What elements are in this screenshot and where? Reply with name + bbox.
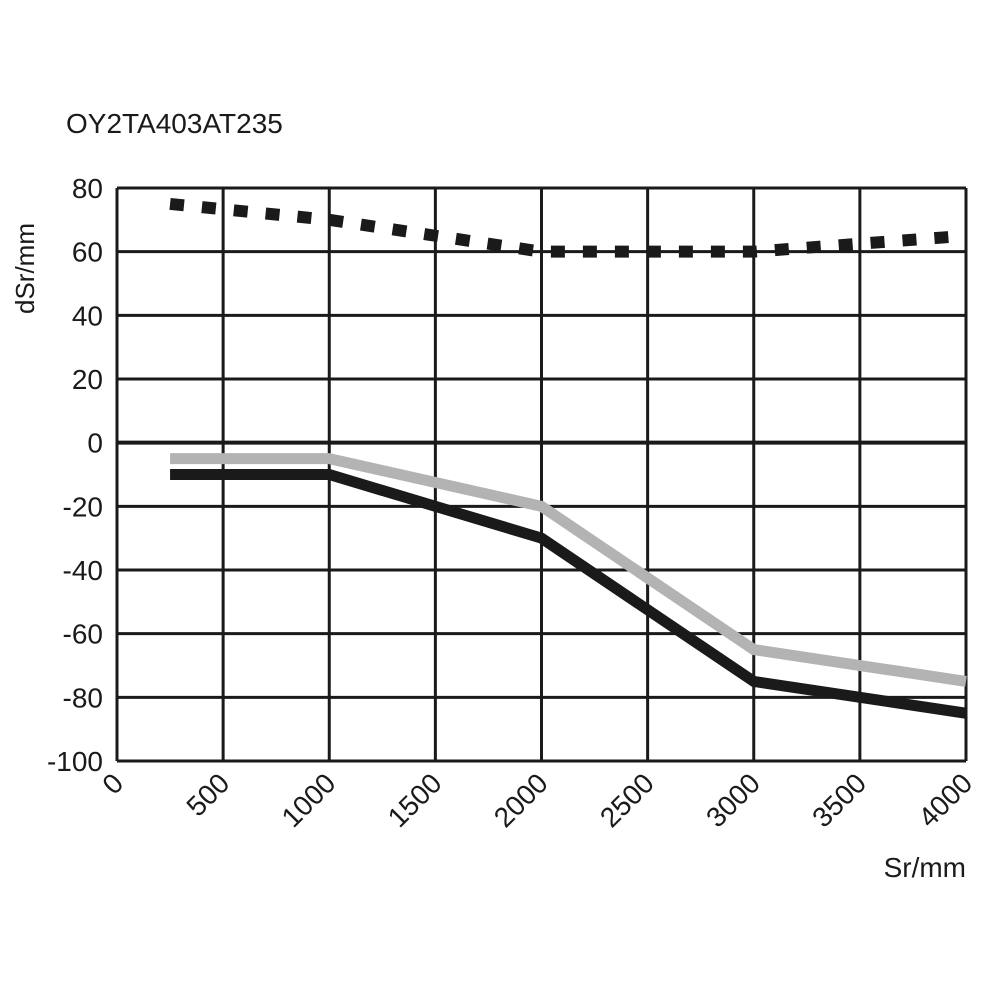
series-gray-line [170, 453, 967, 687]
y-tick-label: 80 [72, 173, 103, 204]
y-tick-label: 60 [72, 237, 103, 268]
x-tick-label: 2000 [488, 767, 554, 833]
x-tick-label: 1000 [276, 767, 342, 833]
series-black-line [170, 469, 967, 719]
chart-title: OY2TA403AT235 [66, 108, 283, 139]
x-tick-label: 2500 [594, 767, 660, 833]
series-dashed-line [169, 197, 967, 258]
x-tick-label: 500 [180, 767, 235, 822]
y-tick-label: 20 [72, 364, 103, 395]
x-axis-label: Sr/mm [884, 852, 966, 883]
y-tick-label: -100 [47, 746, 103, 777]
y-tick-label: -20 [63, 491, 103, 522]
y-tick-label: -60 [63, 619, 103, 650]
x-tick-label: 4000 [912, 767, 978, 833]
y-tick-label: 0 [87, 428, 103, 459]
y-tick-label: -80 [63, 682, 103, 713]
y-tick-label: 40 [72, 300, 103, 331]
y-tick-label: -40 [63, 555, 103, 586]
x-tick-label: 3000 [700, 767, 766, 833]
y-axis-label: dSr/mm [10, 223, 40, 314]
x-tick-label: 1500 [382, 767, 448, 833]
x-tick-label: 3500 [806, 767, 872, 833]
